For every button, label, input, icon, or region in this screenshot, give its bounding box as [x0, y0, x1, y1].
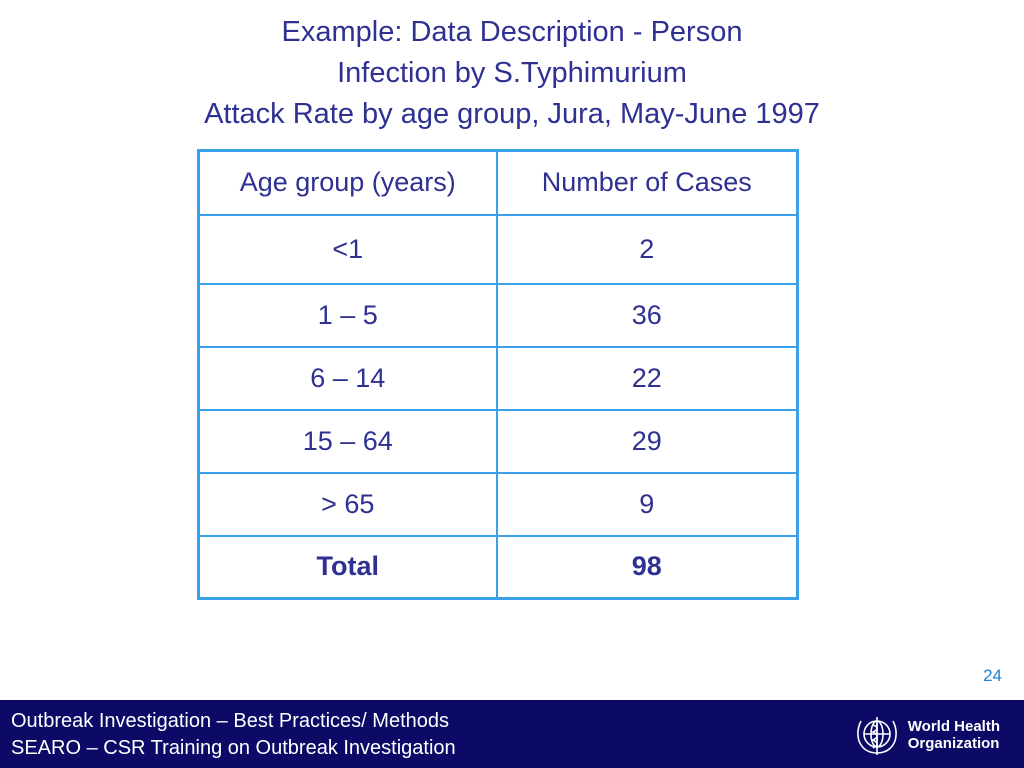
header-number-of-cases: Number of Cases — [495, 149, 799, 216]
age-group-cell: 6 – 14 — [197, 345, 498, 411]
footer-bar: Outbreak Investigation – Best Practices/… — [0, 700, 1024, 768]
who-logo: World Health Organization — [850, 710, 1000, 760]
age-group-cell: > 65 — [197, 471, 498, 537]
total-label: Total — [197, 534, 498, 600]
age-group-cell: 15 – 64 — [197, 408, 498, 474]
footer-line-2: SEARO – CSR Training on Outbreak Investi… — [11, 737, 456, 759]
table-row: <1 2 — [197, 213, 799, 285]
header-age-group: Age group (years) — [197, 149, 498, 216]
who-name-line-2: Organization — [907, 735, 1000, 752]
table-total-row: Total 98 — [197, 534, 799, 600]
title-line-3: Attack Rate by age group, Jura, May-June… — [204, 98, 820, 130]
table-header-row: Age group (years) Number of Cases — [197, 149, 799, 216]
table-row: 1 – 5 36 — [197, 282, 799, 348]
cases-cell: 22 — [495, 345, 799, 411]
cases-cell: 29 — [495, 408, 799, 474]
footer-line-1: Outbreak Investigation – Best Practices/… — [11, 710, 449, 732]
age-group-table: Age group (years) Number of Cases <1 2 1… — [197, 149, 799, 600]
who-name: World Health Organization — [908, 718, 1000, 752]
age-group-cell: 1 – 5 — [197, 282, 498, 348]
cases-cell: 36 — [495, 282, 799, 348]
cases-cell: 2 — [495, 213, 799, 285]
cases-cell: 9 — [495, 471, 799, 537]
page-number: 24 — [983, 666, 1002, 685]
total-value: 98 — [495, 534, 799, 600]
who-name-line-1: World Health — [907, 718, 1000, 735]
slide-title: Example: Data Description - Person Infec… — [0, 12, 1024, 135]
footer-text: Outbreak Investigation – Best Practices/… — [11, 708, 456, 762]
age-group-cell: <1 — [197, 213, 498, 285]
who-emblem-icon — [856, 717, 897, 755]
table-row: 15 – 64 29 — [197, 408, 799, 474]
title-line-1: Example: Data Description - Person — [281, 16, 743, 48]
table-row: 6 – 14 22 — [197, 345, 799, 411]
table-row: > 65 9 — [197, 471, 799, 537]
title-line-2: Infection by S.Typhimurium — [337, 57, 687, 89]
